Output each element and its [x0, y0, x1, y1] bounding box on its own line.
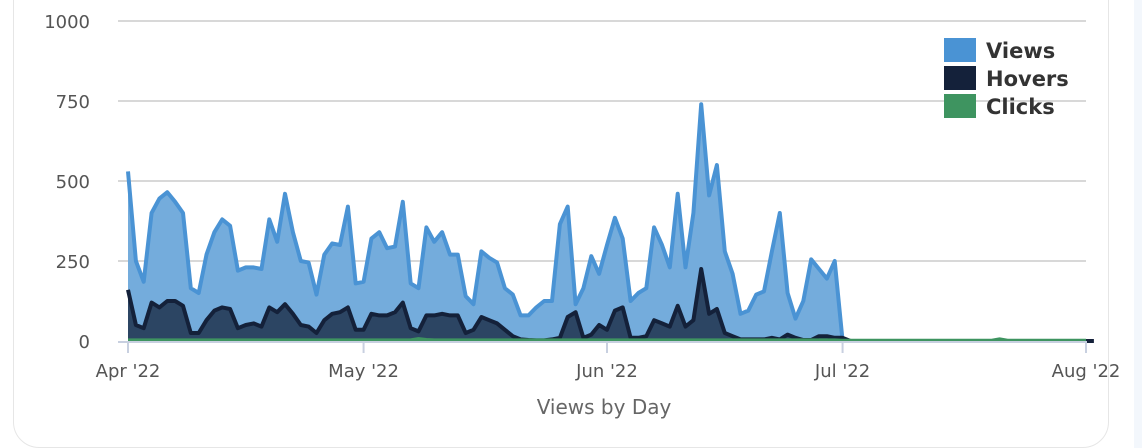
page-side-strip: [1134, 0, 1142, 448]
area-hovers: [128, 269, 1094, 341]
legend-label-hovers: Hovers: [986, 67, 1069, 91]
x-tick-label: Jul '22: [814, 361, 870, 382]
x-tick-label: Jun '22: [575, 361, 638, 382]
legend-swatch-views: [944, 38, 976, 62]
x-axis-title: Views by Day: [537, 395, 672, 419]
y-tick-label: 0: [79, 332, 90, 353]
legend: Views Hovers Clicks: [944, 38, 1069, 119]
x-tick-label: Apr '22: [96, 361, 161, 382]
y-tick-label: 1000: [44, 12, 90, 33]
legend-swatch-hovers: [944, 66, 976, 90]
y-tick-label: 750: [56, 92, 90, 113]
gridlines: [118, 20, 1086, 262]
y-tick-label: 250: [56, 252, 90, 273]
legend-label-clicks: Clicks: [986, 95, 1055, 119]
y-tick-label: 500: [56, 172, 90, 193]
axes: 0 250 500 750 1000 Apr '22 May '22 Jun '22 Jul '…: [44, 12, 1120, 382]
x-tick-label: Aug '22: [1052, 361, 1121, 382]
legend-swatch-clicks: [944, 94, 976, 118]
line-clicks: [128, 337, 1086, 343]
x-tick-label: May '22: [328, 361, 399, 382]
legend-label-views: Views: [986, 39, 1055, 63]
series-areas: [126, 102, 1094, 343]
area-views: [128, 104, 1086, 341]
